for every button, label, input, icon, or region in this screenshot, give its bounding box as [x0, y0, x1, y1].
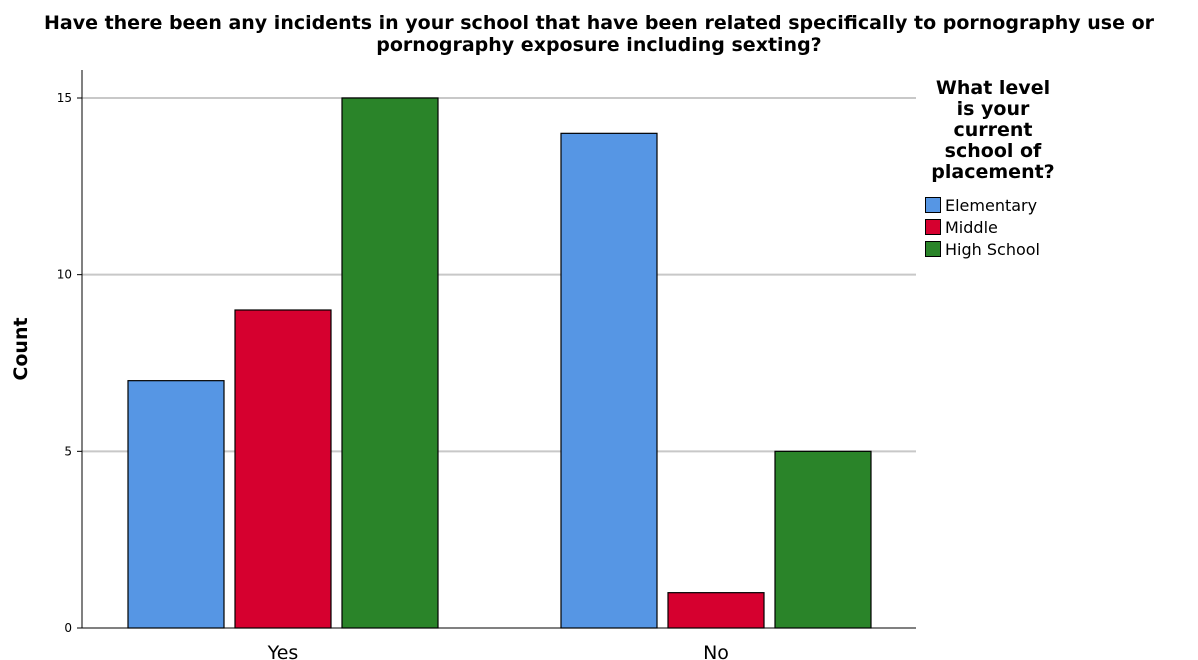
legend-title-line-2: is your — [956, 98, 1030, 120]
legend-swatch-middle — [925, 219, 941, 235]
legend-title-line-3: current — [953, 119, 1033, 141]
y-tick-label-0: 0 — [64, 621, 72, 635]
legend-item-middle: Middle — [918, 216, 1068, 238]
legend-title-line-5: placement? — [931, 161, 1055, 183]
bar-yes-high-school — [341, 97, 439, 629]
legend-swatch-high-school — [925, 241, 941, 257]
legend-label-middle: Middle — [945, 217, 998, 237]
chart-title-line-2: pornography exposure including sexting? — [376, 34, 822, 56]
x-tick-label-no: No — [703, 642, 729, 660]
bar-yes-middle — [234, 309, 332, 629]
legend-title-line-4: school of — [944, 140, 1042, 162]
bar-no-elementary — [560, 132, 658, 629]
legend: What level is your current school of pla… — [918, 78, 1068, 260]
bar-no-high-school — [774, 450, 872, 629]
y-tick-label-5: 5 — [64, 444, 72, 458]
bar-yes-elementary — [127, 380, 225, 629]
bar-no-middle — [667, 592, 765, 629]
legend-swatch-elementary — [925, 197, 941, 213]
legend-label-high-school: High School — [945, 239, 1040, 259]
x-tick-label-yes: Yes — [267, 642, 299, 660]
legend-title-line-1: What level — [935, 77, 1051, 99]
chart-title-line-1: Have there been any incidents in your sc… — [43, 12, 1155, 34]
y-tick-label-15: 15 — [57, 91, 72, 105]
legend-item-elementary: Elementary — [918, 194, 1068, 216]
legend-item-high-school: High School — [918, 238, 1068, 260]
legend-title: What level is your current school of pla… — [918, 78, 1068, 183]
chart-title: Have there been any incidents in your sc… — [0, 12, 1198, 56]
y-axis-title: Count — [10, 317, 32, 380]
y-tick-label-10: 10 — [57, 268, 72, 282]
legend-label-elementary: Elementary — [945, 195, 1038, 215]
